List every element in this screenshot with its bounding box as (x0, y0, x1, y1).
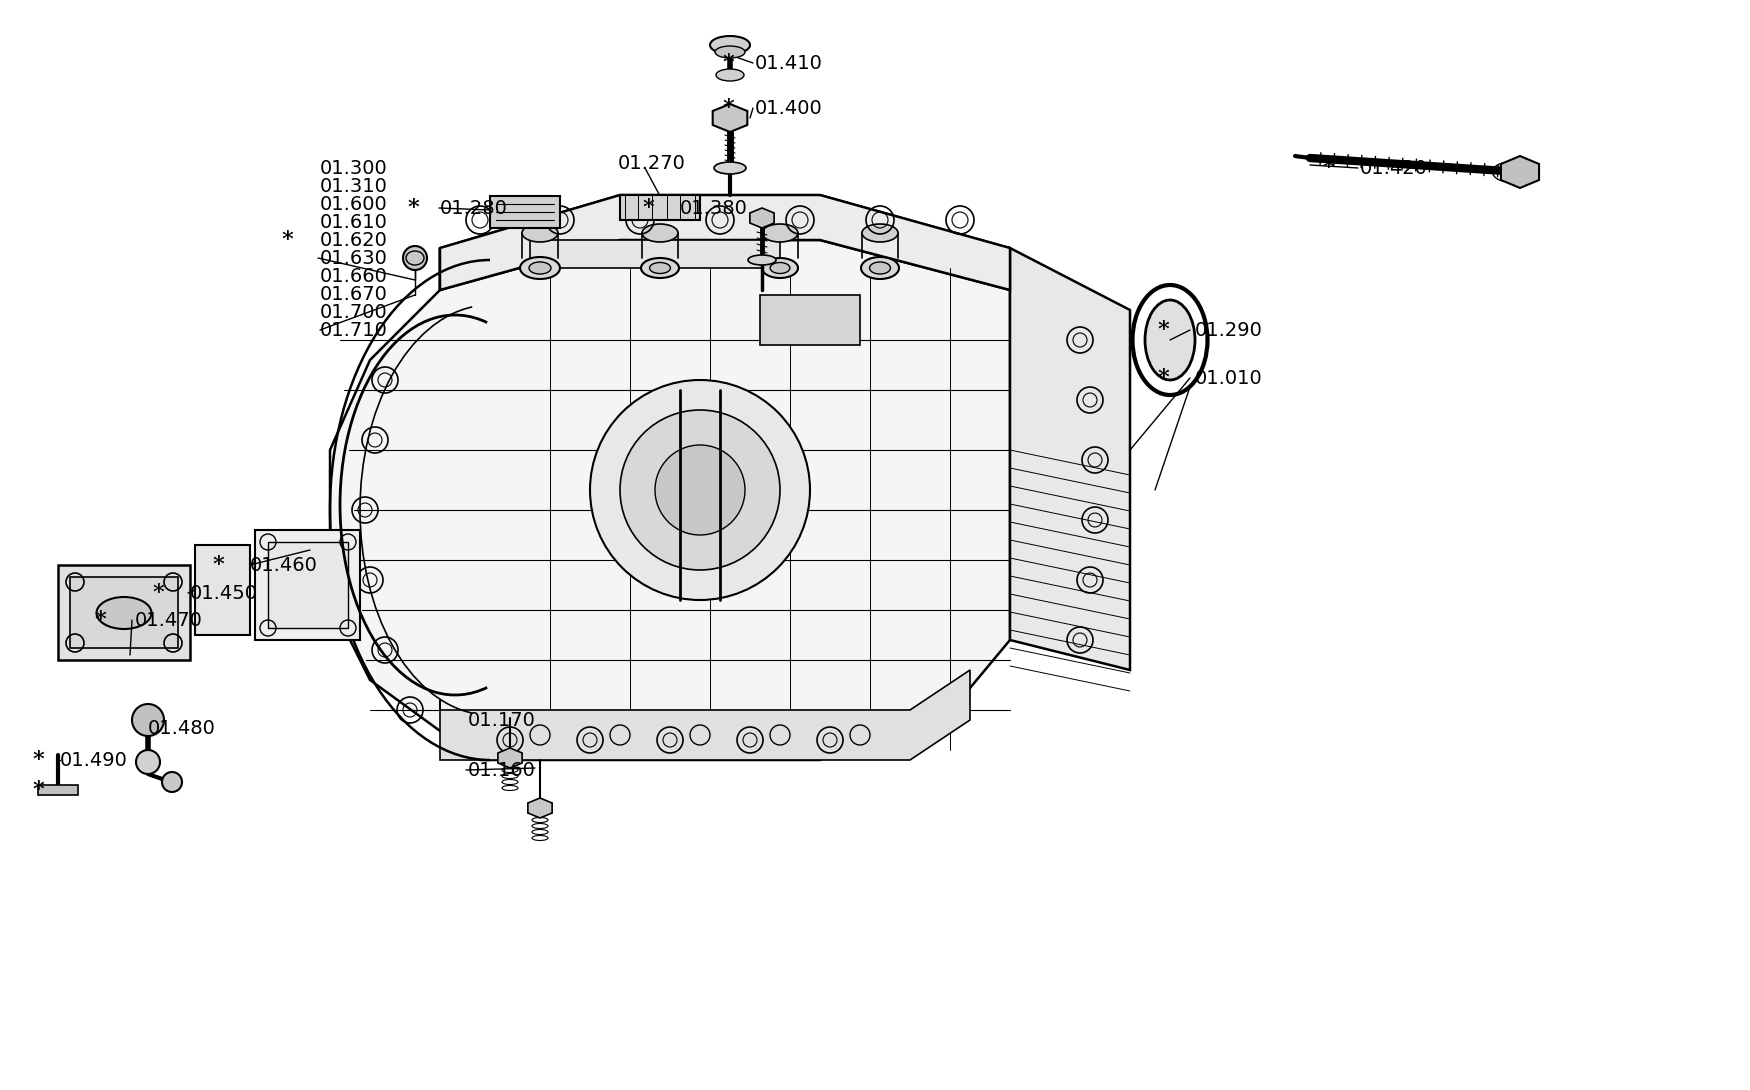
Text: *: * (1323, 157, 1334, 179)
Ellipse shape (640, 258, 679, 278)
Text: 01.670: 01.670 (320, 284, 388, 303)
Text: *: * (152, 582, 164, 604)
Ellipse shape (747, 255, 775, 265)
Polygon shape (255, 530, 360, 640)
Text: 01.470: 01.470 (135, 610, 203, 630)
Circle shape (136, 750, 159, 774)
Ellipse shape (710, 36, 751, 54)
Text: 01.420: 01.420 (1360, 158, 1428, 178)
Text: 01.460: 01.460 (250, 556, 318, 574)
Ellipse shape (870, 262, 891, 274)
Text: 01.270: 01.270 (618, 154, 686, 172)
Polygon shape (620, 195, 700, 220)
Polygon shape (439, 195, 1010, 290)
Ellipse shape (96, 597, 152, 629)
Text: 01.410: 01.410 (754, 53, 822, 73)
Text: *: * (1157, 367, 1169, 389)
Circle shape (590, 380, 810, 600)
Polygon shape (439, 670, 970, 760)
Ellipse shape (649, 263, 670, 274)
Text: 01.380: 01.380 (681, 198, 747, 218)
Ellipse shape (770, 263, 789, 274)
Text: *: * (723, 52, 733, 74)
Ellipse shape (642, 225, 677, 242)
Text: 01.660: 01.660 (320, 266, 388, 286)
Circle shape (402, 246, 427, 270)
Circle shape (163, 772, 182, 792)
Text: 01.400: 01.400 (754, 98, 822, 118)
Polygon shape (268, 542, 348, 628)
Text: *: * (212, 554, 224, 576)
Text: 01.290: 01.290 (1195, 320, 1263, 339)
Circle shape (131, 704, 164, 736)
Text: 01.490: 01.490 (60, 751, 128, 770)
Ellipse shape (761, 258, 798, 278)
Text: 01.450: 01.450 (191, 583, 257, 603)
Text: 01.170: 01.170 (467, 711, 536, 729)
Ellipse shape (863, 225, 898, 242)
Text: 01.700: 01.700 (320, 303, 388, 322)
Text: *: * (94, 609, 107, 631)
Text: 01.600: 01.600 (320, 194, 388, 214)
Ellipse shape (761, 225, 798, 242)
Polygon shape (528, 798, 551, 818)
Polygon shape (712, 104, 747, 132)
Polygon shape (760, 295, 859, 346)
Text: *: * (282, 229, 292, 251)
Polygon shape (1502, 156, 1538, 187)
Text: *: * (31, 749, 44, 771)
Polygon shape (38, 785, 79, 795)
Polygon shape (439, 195, 1010, 290)
Ellipse shape (716, 46, 746, 58)
Circle shape (620, 410, 780, 570)
Text: *: * (1157, 319, 1169, 341)
Polygon shape (58, 565, 191, 661)
Text: *: * (642, 197, 654, 219)
Text: 01.300: 01.300 (320, 158, 388, 178)
Polygon shape (490, 196, 560, 228)
Text: 01.280: 01.280 (439, 198, 507, 218)
Polygon shape (499, 748, 522, 768)
Ellipse shape (716, 69, 744, 81)
Ellipse shape (1144, 300, 1195, 380)
Text: 01.310: 01.310 (320, 177, 388, 195)
Circle shape (654, 445, 746, 535)
Ellipse shape (522, 225, 558, 242)
Text: 01.710: 01.710 (320, 320, 388, 339)
Text: 01.160: 01.160 (467, 761, 536, 779)
Polygon shape (751, 208, 774, 228)
Ellipse shape (1132, 284, 1207, 395)
Ellipse shape (714, 162, 746, 174)
Text: *: * (408, 197, 418, 219)
Polygon shape (70, 577, 178, 647)
Polygon shape (530, 240, 780, 268)
Text: 01.630: 01.630 (320, 249, 388, 267)
Polygon shape (331, 240, 1010, 760)
Ellipse shape (528, 262, 551, 274)
Text: *: * (723, 97, 733, 119)
Ellipse shape (520, 257, 560, 279)
Text: *: * (31, 779, 44, 801)
Polygon shape (194, 545, 250, 635)
Text: 01.620: 01.620 (320, 230, 388, 250)
Ellipse shape (861, 257, 900, 279)
Text: 01.010: 01.010 (1195, 368, 1263, 388)
Text: 01.480: 01.480 (149, 718, 215, 738)
Polygon shape (1010, 249, 1130, 670)
Text: 01.610: 01.610 (320, 213, 388, 231)
